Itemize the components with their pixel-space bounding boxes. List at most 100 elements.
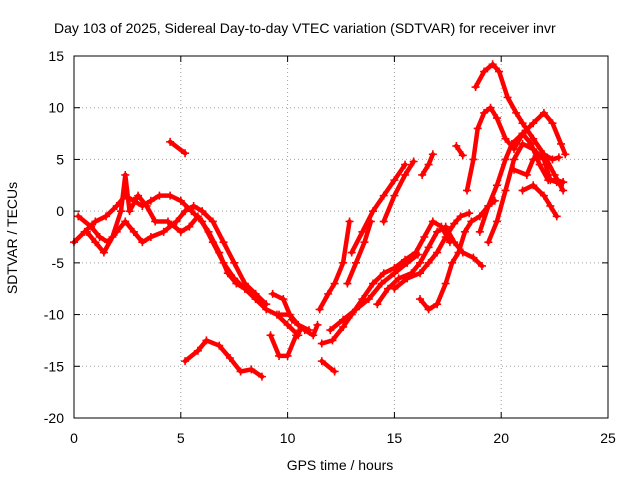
data-point bbox=[108, 233, 117, 241]
x-tick-label: 25 bbox=[600, 430, 616, 446]
series-trace bbox=[520, 183, 559, 219]
data-point bbox=[548, 155, 557, 164]
data-point bbox=[198, 207, 207, 216]
data-point bbox=[492, 114, 501, 123]
data-point bbox=[364, 295, 373, 304]
data-point bbox=[441, 279, 450, 288]
data-point bbox=[475, 227, 484, 236]
data-point bbox=[379, 217, 388, 226]
data-point bbox=[369, 207, 378, 216]
data-point bbox=[181, 357, 190, 366]
series-trace bbox=[182, 338, 265, 379]
data-point bbox=[181, 207, 190, 216]
data-point bbox=[503, 93, 512, 102]
data-point bbox=[351, 305, 360, 314]
data-point bbox=[166, 137, 175, 146]
x-axis-label: GPS time / hours bbox=[287, 457, 394, 473]
data-point bbox=[433, 227, 442, 236]
data-point bbox=[546, 201, 555, 210]
series-trace bbox=[328, 252, 421, 333]
data-point bbox=[283, 320, 292, 329]
data-point bbox=[313, 320, 322, 329]
data-point bbox=[134, 191, 143, 200]
data-point bbox=[215, 248, 224, 257]
data-point bbox=[424, 160, 433, 169]
data-point bbox=[480, 67, 489, 76]
data-point bbox=[390, 176, 399, 185]
series-sat-c bbox=[82, 170, 260, 298]
data-point bbox=[172, 217, 181, 226]
data-point bbox=[394, 274, 403, 283]
data-point bbox=[539, 108, 548, 117]
data-point bbox=[458, 151, 467, 160]
data-point bbox=[215, 341, 224, 350]
data-point bbox=[467, 217, 476, 226]
data-point bbox=[452, 141, 461, 150]
data-point bbox=[418, 170, 427, 179]
series-trace bbox=[319, 358, 337, 374]
data-point bbox=[185, 222, 194, 231]
data-point bbox=[409, 157, 418, 166]
data-point bbox=[469, 155, 478, 164]
data-point bbox=[428, 150, 437, 159]
data-point bbox=[420, 233, 429, 241]
data-point bbox=[95, 233, 104, 241]
series-trace bbox=[76, 203, 269, 307]
data-point bbox=[358, 227, 367, 236]
data-point bbox=[189, 201, 198, 210]
data-point bbox=[448, 258, 457, 267]
series-sat-l bbox=[326, 250, 422, 335]
data-point bbox=[166, 191, 175, 200]
data-point bbox=[328, 336, 337, 345]
data-point bbox=[345, 217, 354, 226]
data-point bbox=[529, 119, 538, 128]
data-point bbox=[116, 207, 125, 216]
data-point bbox=[176, 227, 185, 236]
y-tick-label: -15 bbox=[44, 358, 64, 374]
data-point bbox=[121, 217, 130, 226]
data-point bbox=[315, 305, 324, 314]
series-trace bbox=[276, 312, 312, 333]
data-point bbox=[535, 160, 544, 169]
data-point bbox=[373, 300, 382, 309]
data-point bbox=[347, 248, 356, 257]
data-point bbox=[294, 320, 303, 329]
y-tick-label: -5 bbox=[52, 255, 65, 271]
data-point bbox=[433, 248, 442, 257]
data-point bbox=[377, 279, 386, 288]
data-point bbox=[262, 300, 271, 309]
data-point bbox=[488, 60, 497, 69]
data-point bbox=[379, 269, 388, 278]
data-point bbox=[163, 217, 172, 226]
series-sat-p bbox=[379, 157, 418, 226]
data-point bbox=[283, 351, 292, 360]
data-point bbox=[529, 155, 538, 164]
data-point bbox=[138, 238, 147, 247]
data-point bbox=[450, 219, 459, 228]
x-tick-label: 15 bbox=[387, 430, 403, 446]
data-point bbox=[339, 258, 348, 267]
data-point bbox=[557, 139, 566, 148]
data-point bbox=[266, 331, 275, 340]
data-point bbox=[275, 310, 284, 319]
series-sat-s bbox=[418, 150, 437, 179]
series-sat-m bbox=[347, 160, 410, 257]
data-point bbox=[317, 339, 326, 348]
data-point bbox=[343, 279, 352, 288]
series-sat-o bbox=[373, 222, 486, 309]
data-point bbox=[176, 196, 185, 205]
grid bbox=[74, 56, 608, 418]
data-point bbox=[91, 217, 100, 226]
data-point bbox=[473, 124, 482, 133]
data-point bbox=[74, 212, 83, 221]
data-point bbox=[518, 186, 527, 195]
series-sat-e bbox=[181, 336, 266, 381]
data-point bbox=[546, 176, 555, 185]
data-point bbox=[550, 170, 559, 179]
data-point bbox=[309, 331, 318, 340]
data-point bbox=[484, 201, 493, 210]
data-point bbox=[424, 258, 433, 267]
series-trace bbox=[454, 143, 466, 158]
data-point bbox=[279, 295, 288, 304]
